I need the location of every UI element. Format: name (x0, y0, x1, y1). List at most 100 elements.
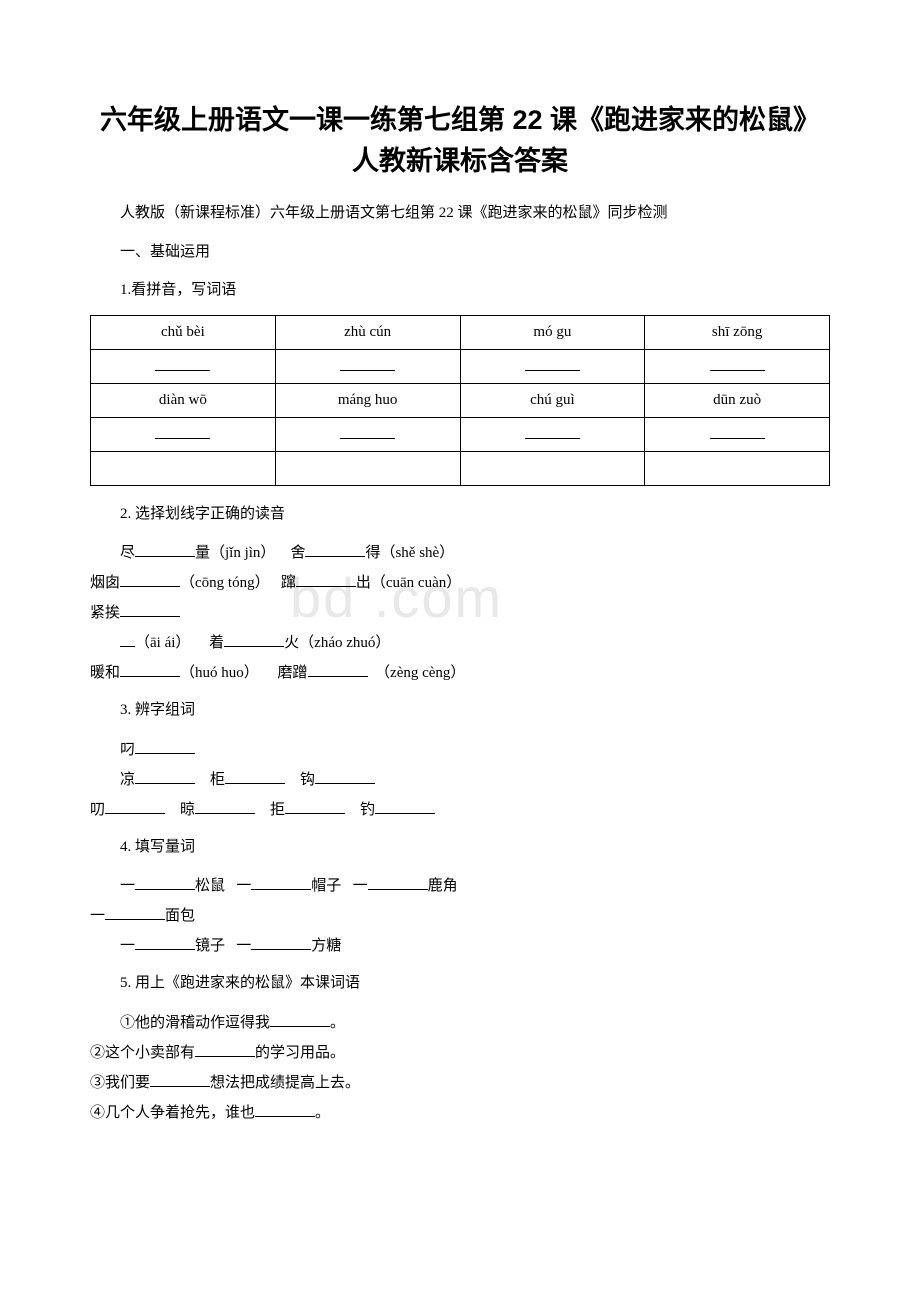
blank (270, 1012, 330, 1027)
blank (120, 662, 180, 677)
text: 鹿角 (428, 878, 458, 894)
text: 方糖 (311, 938, 341, 954)
q5-line: ③我们要想法把成绩提高上去。 (90, 1068, 830, 1098)
text: 得（shě shè） (365, 545, 454, 561)
text: 一 (353, 878, 368, 894)
text: ④几个人争着抢先，谁也 (90, 1105, 255, 1121)
q3-line: 凉 柜 钩 (90, 765, 830, 795)
text: 尽 (120, 545, 135, 561)
table-row (91, 417, 830, 451)
q5-line: ①他的滑稽动作逗得我 。 (90, 1008, 830, 1038)
text: 一 (236, 878, 251, 894)
blank (135, 739, 195, 754)
table-row (91, 451, 830, 485)
blank (105, 905, 165, 920)
q5-label: 5. 用上《跑进家来的松鼠》本课词语 (90, 969, 830, 998)
text: 紧挨 (90, 605, 120, 621)
blank (195, 799, 255, 814)
blank (135, 935, 195, 950)
table-row: chǔ bèi zhù cún mó gu shī zōng (91, 315, 830, 349)
text: 钓 (360, 802, 375, 818)
text: 钩 (300, 772, 315, 788)
blank (135, 769, 195, 784)
answer-cell (460, 349, 645, 383)
text: 凉 (120, 772, 135, 788)
pinyin-cell: máng huo (275, 383, 460, 417)
q5-content: ①他的滑稽动作逗得我。 ②这个小卖部有的学习用品。 ③我们要想法把成绩提高上去。… (90, 1008, 830, 1128)
text: 帽子 (311, 878, 341, 894)
answer-cell (91, 451, 276, 485)
text: 镜子 (195, 938, 225, 954)
blank (375, 799, 435, 814)
text: 磨蹭 (278, 665, 308, 681)
text: 晾 (180, 802, 195, 818)
pinyin-cell: zhù cún (275, 315, 460, 349)
text: 。 (315, 1105, 330, 1121)
text: 拒 (270, 802, 285, 818)
section-header: 一、基础运用 (90, 238, 830, 267)
q5-line: ④几个人争着抢先，谁也 。 (90, 1098, 830, 1128)
answer-cell (275, 417, 460, 451)
text: 松鼠 (195, 878, 225, 894)
q2-line: 烟囱（cōng tóng） 蹿出（cuān cuàn） (90, 568, 830, 598)
text: ①他的滑稽动作逗得我 (120, 1015, 270, 1031)
table-row: diàn wō máng huo chú guì dūn zuò (91, 383, 830, 417)
pinyin-cell: chǔ bèi (91, 315, 276, 349)
text: 一 (236, 938, 251, 954)
text: 叼 (120, 742, 135, 758)
answer-cell (275, 349, 460, 383)
pinyin-cell: mó gu (460, 315, 645, 349)
text: 一 (120, 938, 135, 954)
text: 暖和 (90, 665, 120, 681)
text: 量（jǐn jìn） (195, 545, 275, 561)
blank (135, 875, 195, 890)
q4-line: 一 面包 (90, 901, 830, 931)
document-content: 六年级上册语文一课一练第七组第 22 课《跑进家来的松鼠》人教新课标含答案 人教… (90, 100, 830, 1128)
q2-content: 尽量（jǐn jìn） 舍得（shě shè） 烟囱（cōng tóng） 蹿出… (90, 538, 830, 688)
blank (296, 572, 356, 587)
pinyin-cell: shī zōng (645, 315, 830, 349)
text: 一 (90, 908, 105, 924)
text: （cōng tóng） (180, 575, 270, 591)
blank (195, 1042, 255, 1057)
blank (150, 1072, 210, 1087)
blank (120, 632, 135, 647)
blank (135, 542, 195, 557)
blank (255, 1102, 315, 1117)
blank (120, 572, 180, 587)
q4-content: 一松鼠 一帽子 一鹿角 一面包 一镜子 一方糖 (90, 871, 830, 961)
answer-cell (645, 349, 830, 383)
intro-paragraph: 人教版（新课程标准）六年级上册语文第七组第 22 课《跑进家来的松鼠》同步检测 (90, 199, 830, 228)
text: 舍 (290, 545, 305, 561)
text: 。 (330, 1015, 345, 1031)
text: 蹿 (281, 575, 296, 591)
text: 柜 (210, 772, 225, 788)
blank (225, 769, 285, 784)
blank (120, 602, 180, 617)
text: ③我们要 (90, 1075, 150, 1091)
text: 一 (120, 878, 135, 894)
document-title: 六年级上册语文一课一练第七组第 22 课《跑进家来的松鼠》人教新课标含答案 (90, 100, 830, 181)
blank (251, 935, 311, 950)
text: 出（cuān cuàn） (356, 575, 461, 591)
text: 火（zháo zhuó） (284, 635, 390, 651)
answer-cell (460, 451, 645, 485)
table-row (91, 349, 830, 383)
text: 面包 (165, 908, 195, 924)
q2-label: 2. 选择划线字正确的读音 (90, 500, 830, 529)
answer-cell (91, 349, 276, 383)
q2-line: 暖和（huó huo） 磨蹭 （zèng cèng） (90, 658, 830, 688)
answer-cell (460, 417, 645, 451)
q2-line: 尽 量（jǐn jìn） 舍 得（shě shè） (90, 538, 830, 568)
blank (315, 769, 375, 784)
answer-cell (275, 451, 460, 485)
answer-cell (645, 417, 830, 451)
blank (251, 875, 311, 890)
blank (285, 799, 345, 814)
pinyin-cell: dūn zuò (645, 383, 830, 417)
text: ②这个小卖部有 (90, 1045, 195, 1061)
blank (105, 799, 165, 814)
text: （āi ái） (135, 635, 190, 651)
q4-line: 一松鼠 一帽子 一鹿角 (90, 871, 830, 901)
q4-label: 4. 填写量词 (90, 833, 830, 862)
